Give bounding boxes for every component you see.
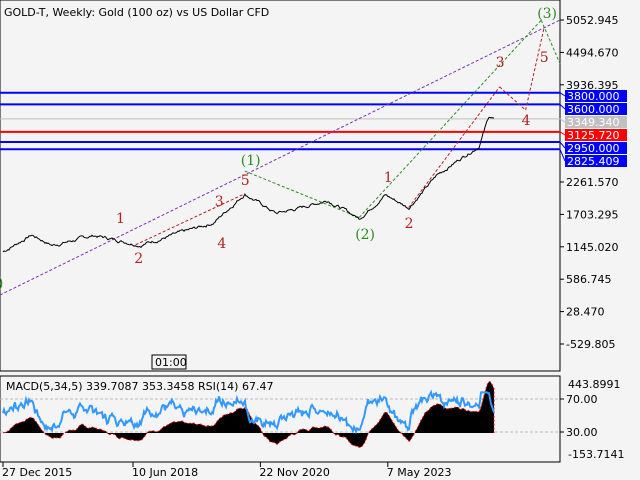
level-leader bbox=[559, 141, 566, 149]
wave-label: 5 bbox=[540, 50, 549, 66]
wave-dashed-line bbox=[0, 19, 561, 296]
wave-dashed-line bbox=[540, 19, 561, 64]
wave-label: (3) bbox=[537, 6, 557, 22]
y-tick-label: 586.745 bbox=[566, 273, 612, 286]
x-tick-label: 10 Jun 2018 bbox=[132, 466, 198, 479]
wave-label: 4 bbox=[217, 236, 226, 252]
x-tick-label: 7 May 2023 bbox=[387, 466, 452, 479]
y-tick-label: 1145.020 bbox=[566, 241, 619, 254]
y-tick-label: -529.805 bbox=[566, 338, 615, 351]
level-tag-label: 3349.340 bbox=[567, 116, 620, 129]
y-tick-label: 2261.570 bbox=[566, 176, 619, 189]
wave-label: 1 bbox=[116, 211, 125, 227]
wave-dashed-line bbox=[525, 28, 545, 111]
wave-dashed-line bbox=[499, 86, 526, 111]
wave-label: 2 bbox=[134, 251, 143, 267]
wave-label: 3 bbox=[496, 55, 505, 71]
level-leader bbox=[559, 92, 566, 97]
level-tag bbox=[565, 129, 627, 141]
level-tag bbox=[565, 90, 627, 102]
y-tick-label: 4494.670 bbox=[566, 46, 619, 59]
level-leader bbox=[559, 118, 566, 123]
level-leader bbox=[559, 103, 566, 110]
y-tick-label: 28.470 bbox=[566, 306, 605, 319]
price-panel bbox=[0, 0, 561, 372]
wave-label: 4 bbox=[522, 113, 531, 129]
level-tag-label: 2825.409 bbox=[567, 155, 620, 168]
wave-label: (1) bbox=[241, 153, 261, 169]
macd-signal-line bbox=[2, 381, 495, 448]
rsi-tick-label: 30.00 bbox=[566, 426, 598, 439]
y-tick-label: 3936.395 bbox=[566, 79, 619, 92]
level-tag-label: 3800.000 bbox=[567, 90, 620, 103]
y-tick-label: 1703.295 bbox=[566, 208, 619, 221]
level-tag-label: 2950.000 bbox=[567, 142, 620, 155]
price-line bbox=[2, 116, 495, 253]
wave-label-partial: ) bbox=[0, 276, 3, 292]
indicator-label: MACD(5,34,5) 339.7087 353.3458 RSI(14) 6… bbox=[6, 380, 273, 393]
level-tag bbox=[565, 142, 627, 154]
chart-title: GOLD-T, Weekly: Gold (100 oz) vs US Doll… bbox=[4, 6, 269, 19]
wave-dashed-line bbox=[244, 170, 360, 218]
time-marker: 01:00 bbox=[151, 354, 187, 370]
level-tag-label: 3125.720 bbox=[567, 129, 620, 142]
wave-label: 5 bbox=[241, 173, 250, 189]
time-marker-label: 01:00 bbox=[155, 356, 187, 369]
macd-min-label: -153.7141 bbox=[568, 448, 624, 461]
wave-dashed-line bbox=[135, 193, 246, 246]
wave-dashed-line bbox=[408, 86, 500, 208]
x-tick-label: 22 Nov 2020 bbox=[259, 466, 329, 479]
level-tag-label: 3600.000 bbox=[567, 103, 620, 116]
wave-label: (2) bbox=[355, 227, 375, 243]
y-tick-label: 5052.945 bbox=[566, 14, 619, 27]
wave-label: 1 bbox=[384, 170, 393, 186]
wave-label: 2 bbox=[405, 216, 414, 232]
macd-max-label: 443.8991 bbox=[568, 378, 621, 391]
level-tag bbox=[565, 103, 627, 115]
level-tag bbox=[565, 155, 627, 167]
rsi-line bbox=[2, 389, 495, 435]
wave-label: 3 bbox=[215, 194, 224, 210]
level-tag bbox=[565, 116, 627, 128]
level-leader bbox=[559, 131, 566, 136]
x-tick-label: 27 Dec 2015 bbox=[2, 466, 72, 479]
level-leader bbox=[559, 149, 566, 162]
rsi-tick-label: 70.00 bbox=[566, 393, 598, 406]
